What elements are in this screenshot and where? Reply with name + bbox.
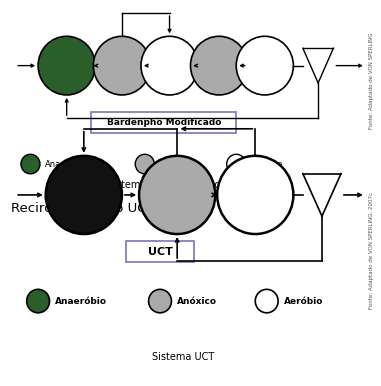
Text: UCT: UCT xyxy=(147,247,173,257)
Text: Bardenpho Modificado: Bardenpho Modificado xyxy=(107,118,221,127)
Ellipse shape xyxy=(38,36,95,95)
Text: Sistema UCT: Sistema UCT xyxy=(152,352,214,362)
Ellipse shape xyxy=(236,36,293,95)
FancyBboxPatch shape xyxy=(91,112,236,133)
Text: Aeróbio: Aeróbio xyxy=(284,296,323,306)
Text: Anaeróbio: Anaeróbio xyxy=(45,159,88,169)
Ellipse shape xyxy=(141,36,198,95)
Ellipse shape xyxy=(93,36,150,95)
Text: Fonte: Adaptado de VON SPERLING: Fonte: Adaptado de VON SPERLING xyxy=(369,33,374,129)
Ellipse shape xyxy=(27,290,50,313)
Text: Aeróbio: Aeróbio xyxy=(251,159,283,169)
Text: Anaeróbio: Anaeróbio xyxy=(55,296,107,306)
Text: Fonte: Adaptado de VON SPERLING, 2007c: Fonte: Adaptado de VON SPERLING, 2007c xyxy=(369,192,374,310)
FancyBboxPatch shape xyxy=(126,241,194,262)
Ellipse shape xyxy=(139,156,215,234)
Ellipse shape xyxy=(190,36,248,95)
Text: Anóxico: Anóxico xyxy=(159,159,192,169)
Text: Sistema Bardenpho Modificado: Sistema Bardenpho Modificado xyxy=(107,180,259,190)
Text: Recirculações no UCT:: Recirculações no UCT: xyxy=(11,202,158,215)
Ellipse shape xyxy=(227,154,246,174)
Ellipse shape xyxy=(135,154,154,174)
Text: Anóxico: Anóxico xyxy=(177,296,217,306)
Ellipse shape xyxy=(21,154,40,174)
Ellipse shape xyxy=(46,156,122,234)
Ellipse shape xyxy=(149,290,171,313)
Ellipse shape xyxy=(255,290,278,313)
Ellipse shape xyxy=(217,156,293,234)
